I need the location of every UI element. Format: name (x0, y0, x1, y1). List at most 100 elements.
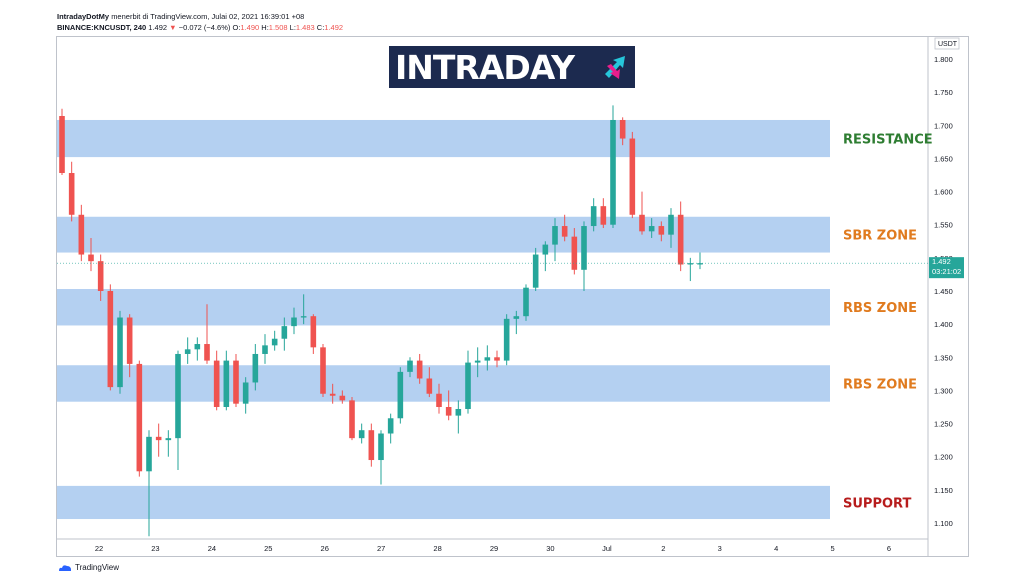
candle-body-46[interactable] (503, 318, 510, 361)
candle-body-6[interactable] (117, 317, 123, 388)
candle-body-14[interactable] (194, 344, 201, 350)
candle-body-5[interactable] (107, 291, 114, 388)
candle-body-12[interactable] (175, 353, 181, 439)
candle-body-1[interactable] (68, 173, 75, 215)
candle-body-41[interactable] (455, 408, 462, 416)
candle-body-64[interactable] (677, 214, 684, 265)
candle-body-13[interactable] (184, 349, 191, 354)
currency-label: USDT (938, 41, 958, 48)
tradingview-footer[interactable]: TradingView (58, 563, 119, 572)
candle-body-42[interactable] (465, 362, 471, 409)
candle-body-7[interactable] (126, 317, 133, 364)
candle-body-54[interactable] (581, 226, 587, 270)
candle-body-44[interactable] (484, 357, 491, 361)
x-tick-label-5: 27 (377, 544, 385, 553)
candle-body-36[interactable] (407, 360, 413, 372)
candle-body-2[interactable] (78, 214, 85, 255)
candle-body-33[interactable] (378, 433, 384, 461)
candle-body-0[interactable] (59, 116, 65, 174)
candle-body-11[interactable] (165, 438, 172, 441)
candle-body-8[interactable] (136, 363, 143, 472)
candle-body-63[interactable] (668, 214, 674, 235)
zone-band-4 (57, 485, 830, 520)
x-tick-label-7: 29 (490, 544, 498, 553)
candle-body-22[interactable] (271, 338, 278, 346)
candle-body-60[interactable] (639, 214, 645, 232)
author-name[interactable]: IntradayDotMy (57, 12, 110, 21)
candle-body-58[interactable] (619, 119, 626, 139)
candle-body-28[interactable] (329, 393, 336, 396)
candle-body-45[interactable] (494, 357, 500, 361)
low-label: L: (289, 23, 296, 32)
y-tick-label-11: 1.650 (934, 154, 953, 163)
candle-body-27[interactable] (320, 347, 326, 394)
zone-label-1: SBR ZONE (843, 229, 917, 244)
x-tick-label-11: 3 (718, 544, 722, 553)
candle-body-20[interactable] (252, 353, 259, 383)
x-tick-label-3: 25 (264, 544, 272, 553)
candle-body-55[interactable] (590, 206, 597, 227)
close-label: C: (316, 23, 325, 32)
zone-band-3 (57, 365, 830, 402)
candle-body-25[interactable] (300, 316, 307, 318)
y-tick-label-5: 1.350 (934, 353, 953, 362)
candle-body-47[interactable] (513, 316, 520, 319)
y-tick-label-9: 1.550 (934, 221, 953, 230)
chart-frame[interactable] (56, 36, 969, 557)
x-tick-label-0: 22 (95, 544, 103, 553)
candle-body-50[interactable] (542, 244, 549, 255)
candle-body-40[interactable] (445, 407, 452, 416)
zone-label-3: RBS ZONE (843, 377, 917, 392)
candle-body-49[interactable] (532, 254, 539, 288)
candle-body-24[interactable] (291, 317, 297, 327)
candle-body-61[interactable] (648, 226, 655, 232)
candle-body-48[interactable] (523, 287, 529, 317)
candle-body-17[interactable] (223, 360, 230, 407)
candle-body-29[interactable] (339, 395, 346, 401)
candle-body-37[interactable] (416, 360, 423, 379)
candle-body-52[interactable] (561, 226, 568, 237)
candle-body-19[interactable] (242, 382, 249, 404)
candle-body-31[interactable] (358, 430, 365, 439)
candle-body-23[interactable] (281, 326, 288, 339)
close-value: 1.492 (324, 23, 344, 32)
candle-body-39[interactable] (436, 393, 442, 407)
y-tick-label-4: 1.300 (934, 386, 953, 395)
candle-body-56[interactable] (600, 206, 607, 225)
candle-body-3[interactable] (88, 254, 94, 262)
logo-text-intra: INTRA (395, 47, 504, 87)
down-arrow-icon: ▼ (169, 23, 177, 32)
x-tick-label-9: Jul (602, 544, 612, 553)
candle-body-26[interactable] (310, 316, 317, 348)
candle-body-65[interactable] (687, 263, 694, 265)
candle-body-43[interactable] (474, 360, 481, 363)
zone-band-2 (57, 289, 830, 326)
candle-body-4[interactable] (97, 261, 104, 291)
candle-body-32[interactable] (368, 430, 375, 461)
candle-body-9[interactable] (146, 436, 152, 472)
candle-body-53[interactable] (571, 236, 578, 270)
candle-body-66[interactable] (697, 263, 703, 265)
candle-body-38[interactable] (426, 378, 433, 394)
candle-body-18[interactable] (233, 360, 239, 404)
candle-body-35[interactable] (397, 371, 404, 419)
low-value: 1.483 (295, 23, 315, 32)
price-tag-countdown: 03:21:02 (932, 267, 961, 276)
candle-body-34[interactable] (387, 418, 394, 434)
y-tick-label-0: 1.100 (934, 519, 953, 528)
candle-body-21[interactable] (262, 345, 268, 354)
candle-body-30[interactable] (349, 400, 355, 439)
ohlc-line: BINANCE:KNCUSDT, 240 1.492 ▼ −0.072 (−4.… (57, 22, 343, 33)
x-tick-label-14: 6 (887, 544, 891, 553)
candle-body-59[interactable] (629, 138, 636, 215)
candle-body-51[interactable] (552, 226, 558, 245)
candle-body-10[interactable] (155, 436, 162, 441)
x-tick-label-13: 5 (831, 544, 835, 553)
candle-body-57[interactable] (610, 119, 616, 225)
tradingview-logo-icon (59, 564, 71, 571)
candle-body-16[interactable] (213, 360, 220, 407)
logo-text: INTRADAY (395, 47, 575, 87)
candle-body-62[interactable] (658, 226, 665, 235)
candle-body-15[interactable] (204, 344, 210, 361)
